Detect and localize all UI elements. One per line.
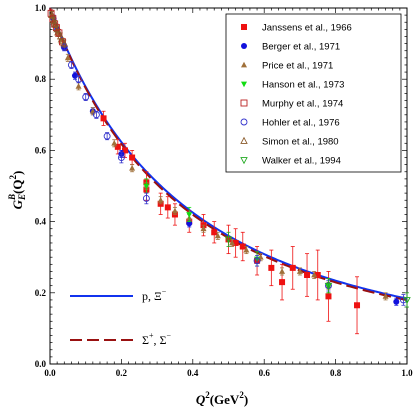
data-point [164,204,171,211]
x-tick-label: 0.0 [44,368,56,378]
x-tick-label: 0.6 [259,368,271,378]
data-point [75,83,82,89]
legend-box [225,13,402,173]
legend-marker [241,81,247,88]
data-point [279,268,286,274]
legend-marker [241,24,247,30]
legend-label: Hohler et al., 1976 [262,118,340,129]
legend-label: Walker et al., 1994 [262,156,341,167]
data-point [403,297,411,305]
axis-tick-labels: 0.0 0.2 0.4 0.6 0.8 1.0 0.0 0.2 0.4 0.6 0.8 1.0 [35,3,413,378]
data-point [142,195,150,202]
data-point [60,39,69,47]
data-point [67,61,75,69]
legend-label: Janssens et al., 1966 [262,23,352,34]
legend-marker [241,61,247,68]
data-point [200,225,207,232]
data-point [111,139,118,146]
data-point [232,239,239,246]
x-axis-title: Q2(GeV2) [196,390,248,407]
data-point [304,272,311,278]
legend-label: Hanson et al., 1973 [262,80,344,91]
legend-label: Murphy et al., 1974 [262,99,343,110]
data-point [393,298,400,305]
data-point [399,296,407,304]
data-point [75,75,83,83]
data-point [92,111,100,119]
data-point [229,239,236,246]
y-tick-label: 0.0 [35,359,47,369]
data-point [296,268,303,274]
data-point [382,293,389,299]
legend-marker [241,43,247,49]
curve-legend-dashed-label: Σ+, Σ− [142,331,171,347]
legend-marker [240,99,248,107]
data-point [311,271,318,278]
data-points [47,9,411,335]
data-point [314,272,321,278]
data-point [268,264,275,271]
data-point [53,25,61,33]
y-tick-label: 0.2 [35,288,47,298]
y-tick-label: 0.6 [35,145,47,155]
x-tick-label: 1.0 [401,368,413,378]
x-tick-label: 0.4 [187,368,199,378]
data-point [143,183,150,190]
data-point [214,232,221,239]
curve-legend-solid-label: p, Ξ− [142,287,167,303]
y-axis-title: GEB(Q2) [7,171,27,210]
data-point [171,207,178,214]
y-tick-label: 0.8 [35,74,47,84]
data-point [243,246,250,253]
data-point [82,93,90,101]
data-point [117,154,125,161]
data-point [129,164,136,171]
y-tick-label: 1.0 [35,3,47,13]
data-point [64,54,71,61]
data-point [47,9,55,17]
data-point [121,147,128,154]
data-point [325,293,332,300]
x-tick-label: 0.8 [330,368,342,378]
legend-marker [240,118,248,126]
data-point [49,16,58,24]
y-tick-label: 0.4 [35,217,47,227]
data-point [279,279,286,286]
legend-marker [240,157,248,165]
data-point [253,257,261,265]
data-point [354,302,361,309]
data-point [211,229,218,236]
data-point [239,243,246,250]
data-point [48,10,56,18]
data-point [224,236,233,244]
data-point [56,32,65,40]
axis-ticks [49,7,408,365]
legend-label: Berger et al., 1971 [262,42,340,53]
data-point [114,143,121,150]
data-point [157,196,164,203]
data-point [289,264,296,271]
data-point [129,154,136,161]
x-tick-label: 0.2 [116,368,128,378]
data-point [186,212,193,218]
legend-marker [240,136,248,144]
legend-label: Simon et al., 1980 [262,137,339,148]
data-point [103,132,111,140]
data-point [100,115,107,122]
legend: Janssens et al., 1966 Berger et al., 1971… [240,23,352,167]
data-point [51,19,60,27]
data-point [324,282,333,290]
legend-label: Price et al., 1971 [262,61,333,72]
